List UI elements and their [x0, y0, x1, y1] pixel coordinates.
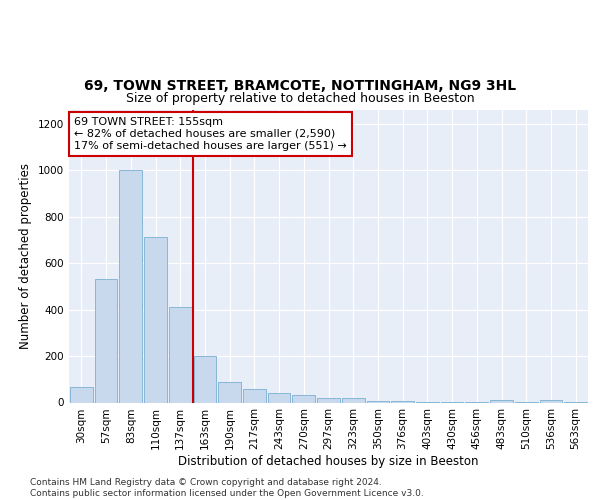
Text: 69 TOWN STREET: 155sqm
← 82% of detached houses are smaller (2,590)
17% of semi-: 69 TOWN STREET: 155sqm ← 82% of detached…: [74, 118, 347, 150]
Bar: [539, 400, 562, 402]
Bar: [119, 170, 142, 402]
X-axis label: Distribution of detached houses by size in Beeston: Distribution of detached houses by size …: [178, 455, 479, 468]
Bar: [317, 398, 340, 402]
Bar: [243, 388, 266, 402]
Bar: [70, 388, 93, 402]
Bar: [194, 356, 216, 403]
Text: Size of property relative to detached houses in Beeston: Size of property relative to detached ho…: [125, 92, 475, 105]
Y-axis label: Number of detached properties: Number of detached properties: [19, 163, 32, 349]
Bar: [490, 400, 513, 402]
Bar: [342, 398, 365, 402]
Text: 69, TOWN STREET, BRAMCOTE, NOTTINGHAM, NG9 3HL: 69, TOWN STREET, BRAMCOTE, NOTTINGHAM, N…: [84, 78, 516, 92]
Bar: [292, 395, 315, 402]
Text: Contains HM Land Registry data © Crown copyright and database right 2024.
Contai: Contains HM Land Registry data © Crown c…: [30, 478, 424, 498]
Bar: [95, 280, 118, 402]
Bar: [268, 393, 290, 402]
Bar: [144, 236, 167, 402]
Bar: [169, 308, 191, 402]
Bar: [218, 382, 241, 402]
